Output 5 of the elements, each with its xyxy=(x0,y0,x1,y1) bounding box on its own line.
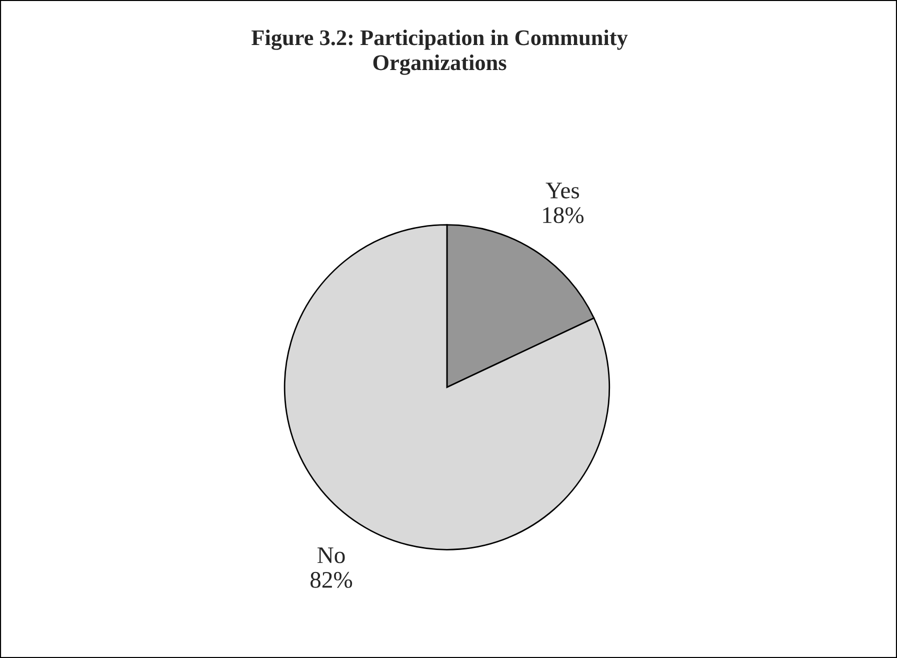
data-label: 18% xyxy=(543,207,584,224)
slice-label: No xyxy=(317,547,345,564)
chart-title: Figure 3.2: Participation in Community Organizations xyxy=(252,30,628,75)
data-label: 82% xyxy=(310,572,352,588)
slice-label: Yes xyxy=(546,182,580,198)
